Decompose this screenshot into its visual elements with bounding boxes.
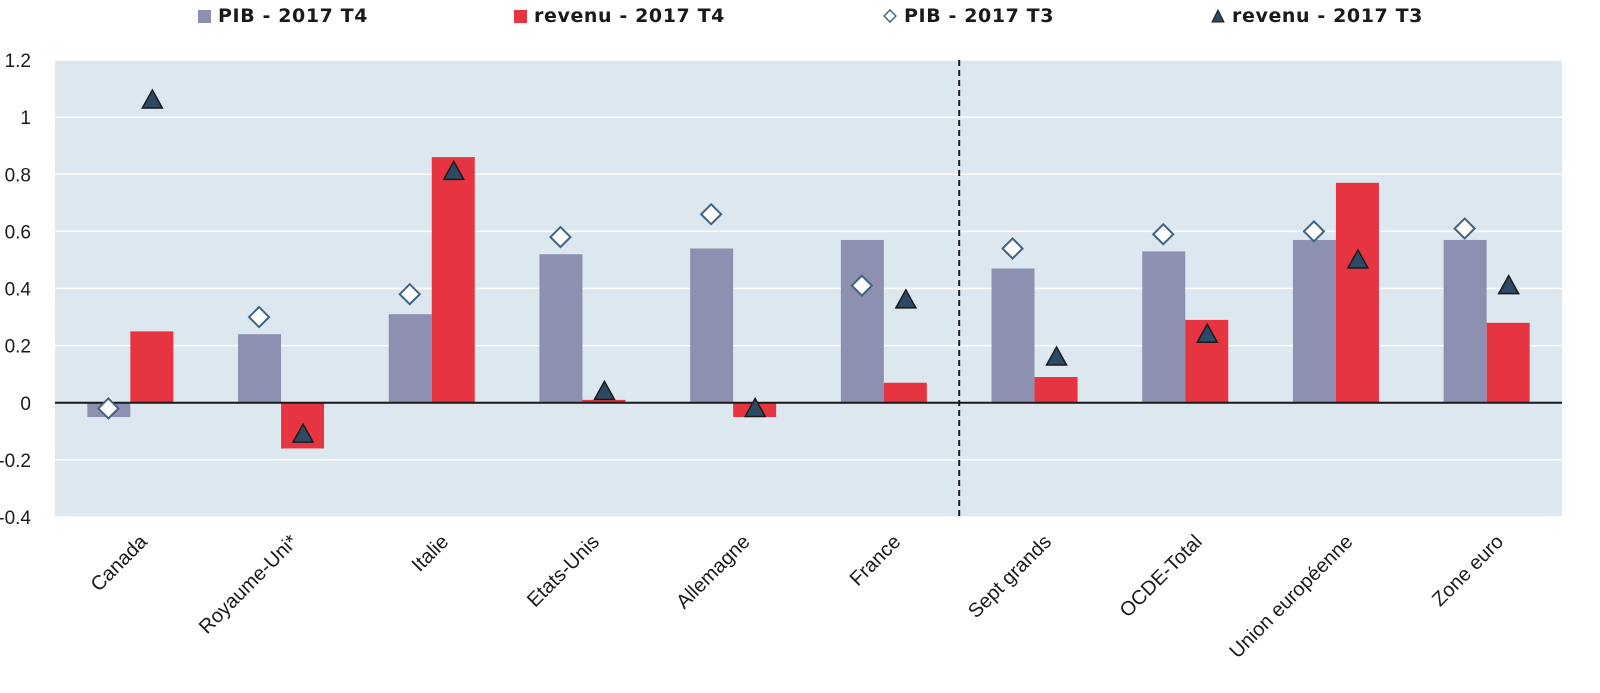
diamond-marker	[1302, 219, 1326, 243]
triangle-marker	[593, 379, 616, 401]
triangle-marker	[1195, 322, 1219, 343]
triangle-marker	[1346, 248, 1370, 269]
legend-item-pib-t3: PIB - 2017 T3	[883, 5, 1054, 27]
legend-item-revenu-t3: revenu - 2017 T3	[1211, 5, 1423, 27]
bar	[1142, 251, 1186, 403]
x-tick-label: Sept grands	[964, 531, 1056, 623]
y-tick-label: -0.4	[0, 508, 31, 529]
legend: PIB - 2017 T4 revenu - 2017 T4 PIB - 201…	[0, 0, 1600, 34]
bar	[130, 331, 174, 403]
x-tick-label: Canada	[87, 530, 153, 596]
bar	[238, 334, 282, 403]
triangle-marker	[894, 288, 918, 309]
bar	[431, 157, 475, 403]
diamond-marker	[549, 225, 572, 249]
bar	[840, 239, 884, 403]
triangle-marker	[1497, 274, 1520, 295]
bar	[539, 254, 583, 403]
x-tick-label: OCDE-Total	[1116, 531, 1207, 622]
y-tick-label: 0	[20, 394, 31, 415]
x-tick-label: Allemagne	[672, 531, 754, 613]
diamond-marker	[699, 202, 723, 226]
y-tick-label: 0.8	[5, 165, 31, 186]
diamond-marker	[850, 274, 874, 298]
bar	[1443, 239, 1487, 403]
y-tick-label: 0.2	[5, 337, 31, 358]
y-tick-label: 0.4	[5, 280, 32, 301]
diamond-marker	[1151, 222, 1175, 246]
bar	[1486, 322, 1530, 403]
x-tick-label: Royaume-Uni*	[195, 531, 303, 639]
legend-swatch-bar-icon	[198, 9, 211, 23]
legend-label: revenu - 2017 T4	[534, 5, 725, 27]
triangle-marker	[442, 159, 466, 181]
diamond-marker	[96, 397, 120, 420]
bar	[991, 268, 1035, 403]
legend-label: revenu - 2017 T3	[1232, 5, 1423, 27]
diamond-marker	[247, 305, 271, 329]
legend-item-revenu-t4: revenu - 2017 T4	[514, 5, 725, 27]
triangle-marker	[291, 422, 315, 443]
x-tick-label: Union européenne	[1225, 531, 1357, 663]
triangle-icon	[1211, 9, 1225, 23]
diamond-marker	[1001, 237, 1024, 260]
legend-label: PIB - 2017 T4	[218, 5, 369, 27]
x-tick-label: France	[846, 531, 906, 591]
diamond-marker	[1453, 217, 1477, 240]
y-tick-label: 1.2	[5, 51, 31, 72]
triangle-marker	[743, 396, 767, 418]
y-tick-label: 0.6	[5, 222, 31, 243]
x-tick-label: Italie	[408, 531, 453, 576]
x-tick-label: Zone euro	[1428, 531, 1508, 611]
bar	[690, 248, 734, 403]
bar	[1292, 239, 1336, 403]
diamond-icon	[883, 9, 897, 23]
y-tick-label: -0.2	[0, 451, 31, 472]
diamond-marker	[398, 282, 422, 306]
triangle-marker	[141, 88, 164, 109]
legend-label: PIB - 2017 T3	[904, 5, 1055, 27]
y-tick-label: 1	[20, 108, 31, 129]
bar	[1335, 182, 1379, 403]
bar	[582, 399, 626, 403]
legend-swatch-bar-icon	[514, 9, 527, 23]
bar	[388, 314, 432, 403]
bar	[1034, 377, 1078, 403]
legend-item-pib-t4: PIB - 2017 T4	[198, 5, 368, 27]
triangle-marker	[1045, 345, 1068, 366]
bar	[883, 382, 927, 403]
x-tick-label: Etats-Unis	[523, 531, 604, 612]
